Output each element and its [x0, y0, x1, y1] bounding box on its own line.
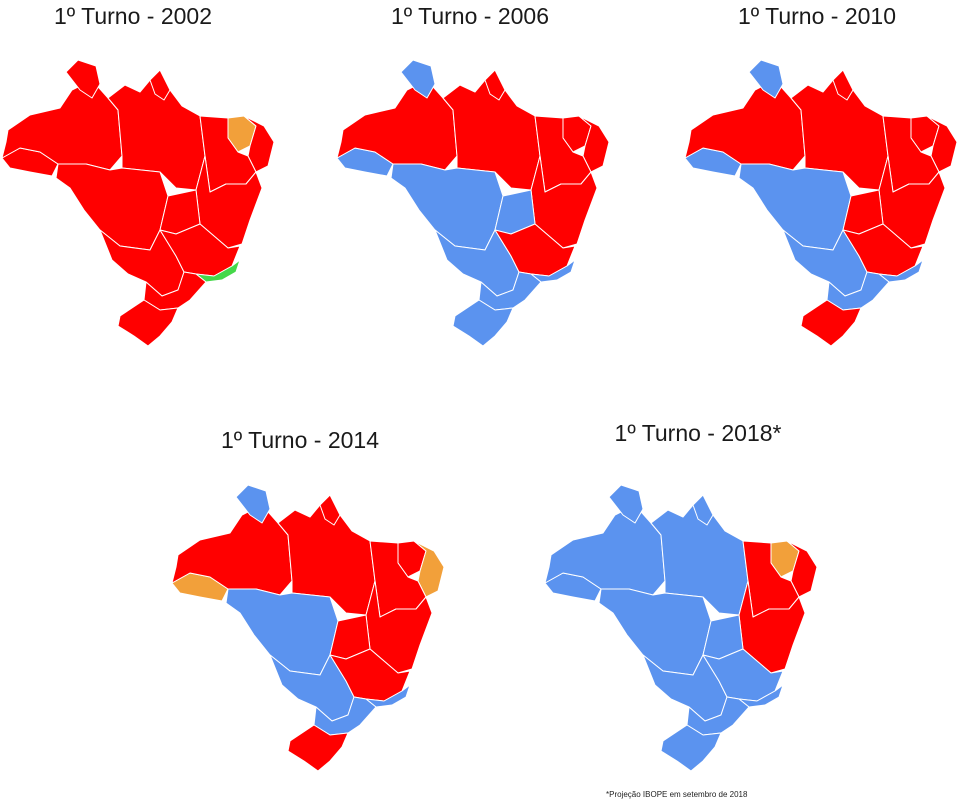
region-north-west — [1, 79, 123, 171]
region-central-west — [738, 163, 852, 251]
region-north-west — [684, 79, 806, 171]
region-rio-grande-do-sul — [452, 299, 514, 347]
region-rio-de-janeiro — [878, 259, 924, 283]
region-rio-de-janeiro — [195, 259, 241, 283]
brazil-map-2018 — [544, 484, 818, 772]
region-roraima — [235, 484, 271, 524]
region-amapa — [319, 494, 341, 526]
region-rio-grande-do-sul — [660, 724, 722, 772]
region-rio-de-janeiro — [530, 259, 576, 283]
region-amapa — [484, 69, 506, 101]
footnote: *Projeção IBOPE em setembro de 2018 — [606, 790, 748, 799]
region-north-west — [171, 504, 293, 596]
region-rio-grande-do-sul — [117, 299, 179, 347]
region-minas-gerais — [494, 223, 576, 277]
region-amapa — [692, 494, 714, 526]
region-amapa — [832, 69, 854, 101]
region-central-west — [225, 588, 339, 676]
map-title-2018: 1º Turno - 2018* — [614, 420, 782, 446]
region-north-west — [336, 79, 458, 171]
region-rio-de-janeiro — [365, 684, 411, 708]
map-title-2014: 1º Turno - 2014 — [220, 427, 380, 453]
brazil-map-2010 — [684, 59, 958, 347]
region-rio-de-janeiro — [738, 684, 784, 708]
region-roraima — [400, 59, 436, 99]
region-roraima — [748, 59, 784, 99]
region-minas-gerais — [702, 648, 784, 702]
map-title-2010: 1º Turno - 2010 — [737, 3, 897, 29]
brazil-map-2002 — [1, 59, 275, 347]
map-title-2002: 1º Turno - 2002 — [53, 3, 213, 29]
map-title-2006: 1º Turno - 2006 — [390, 3, 550, 29]
region-amapa — [149, 69, 171, 101]
brazil-map-2014 — [171, 484, 445, 772]
region-central-west — [55, 163, 169, 251]
region-central-west — [598, 588, 712, 676]
region-minas-gerais — [329, 648, 411, 702]
region-central-west — [390, 163, 504, 251]
brazil-map-2006 — [336, 59, 610, 347]
region-roraima — [65, 59, 101, 99]
region-minas-gerais — [842, 223, 924, 277]
region-minas-gerais — [159, 223, 241, 277]
region-rio-grande-do-sul — [287, 724, 349, 772]
region-rio-grande-do-sul — [800, 299, 862, 347]
region-roraima — [608, 484, 644, 524]
region-north-west — [544, 504, 666, 596]
